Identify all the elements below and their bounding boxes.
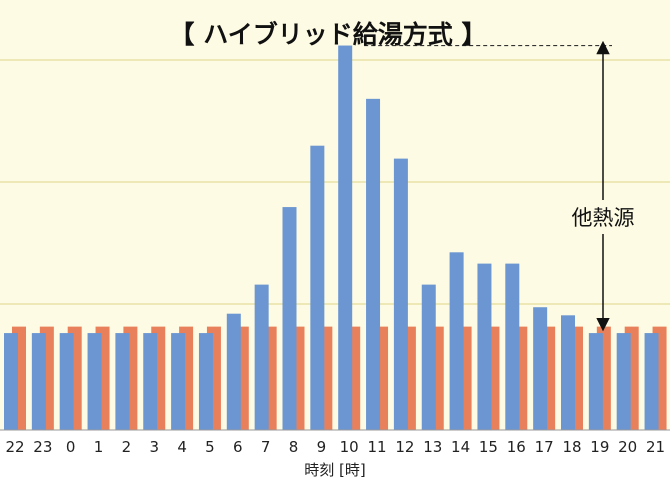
bar-blue-20 (616, 333, 631, 430)
x-tick-labels: 22 23 0 1 2 3 4 5 6 7 8 9 10 11 12 13 14 15 16 17 18 19 20 21 (5, 438, 665, 456)
bar-blue-12 (393, 158, 408, 430)
x-tick-label: 19 (590, 438, 609, 456)
x-tick-label: 22 (5, 438, 24, 456)
bar-blue-15 (477, 263, 492, 430)
bar-blue-14 (449, 252, 464, 430)
bar-blue-18 (561, 315, 575, 430)
bar-blue-17 (533, 307, 548, 430)
bar-blue-19 (588, 333, 603, 430)
bar-blue-10 (338, 45, 353, 431)
x-tick-label: 17 (535, 438, 554, 456)
x-tick-label: 13 (423, 438, 442, 456)
x-tick-label: 6 (233, 438, 243, 456)
bar-blue-6 (226, 313, 241, 430)
bar-blue-7 (254, 284, 269, 430)
x-tick-label: 2 (122, 438, 132, 456)
x-axis-title: 時刻 [時] (304, 461, 365, 479)
x-tick-label: 10 (340, 438, 359, 456)
x-tick-label: 12 (395, 438, 414, 456)
bar-blue-3 (143, 333, 158, 430)
x-tick-label: 4 (177, 438, 187, 456)
x-tick-label: 1 (94, 438, 104, 456)
gridlines (0, 59, 670, 305)
bar-blue-11 (366, 98, 381, 430)
chart-title: 【 ハイブリッド給湯方式 】 (170, 20, 487, 49)
x-tick-label: 8 (289, 438, 299, 456)
x-tick-label: 14 (451, 438, 470, 456)
x-tick-label: 23 (33, 438, 52, 456)
bar-blue-5 (198, 333, 213, 430)
x-tick-label: 11 (368, 438, 387, 456)
annotation-label: 他熱源 (572, 206, 635, 230)
x-tick-label: 16 (507, 438, 526, 456)
annotation-label-background (556, 200, 650, 234)
bar-blue-8 (282, 207, 297, 430)
bar-blue-23 (31, 333, 46, 430)
bar-blue-21 (644, 333, 659, 430)
bar-blue-22 (4, 333, 18, 430)
bar-blue-2 (115, 333, 130, 430)
bar-blue-9 (310, 145, 325, 430)
bar-blue-0 (59, 333, 74, 430)
x-tick-label: 5 (205, 438, 215, 456)
x-tick-label: 20 (618, 438, 637, 456)
x-tick-label: 7 (261, 438, 271, 456)
bar-blue-1 (87, 333, 102, 430)
x-tick-label: 9 (317, 438, 327, 456)
x-tick-label: 18 (562, 438, 581, 456)
bar-blue-4 (171, 333, 186, 430)
x-tick-label: 3 (149, 438, 159, 456)
x-tick-label: 0 (66, 438, 76, 456)
x-tick-label: 21 (646, 438, 665, 456)
bars (4, 45, 667, 431)
bar-blue-16 (505, 263, 520, 430)
bar-blue-13 (421, 284, 436, 430)
x-tick-label: 15 (479, 438, 498, 456)
